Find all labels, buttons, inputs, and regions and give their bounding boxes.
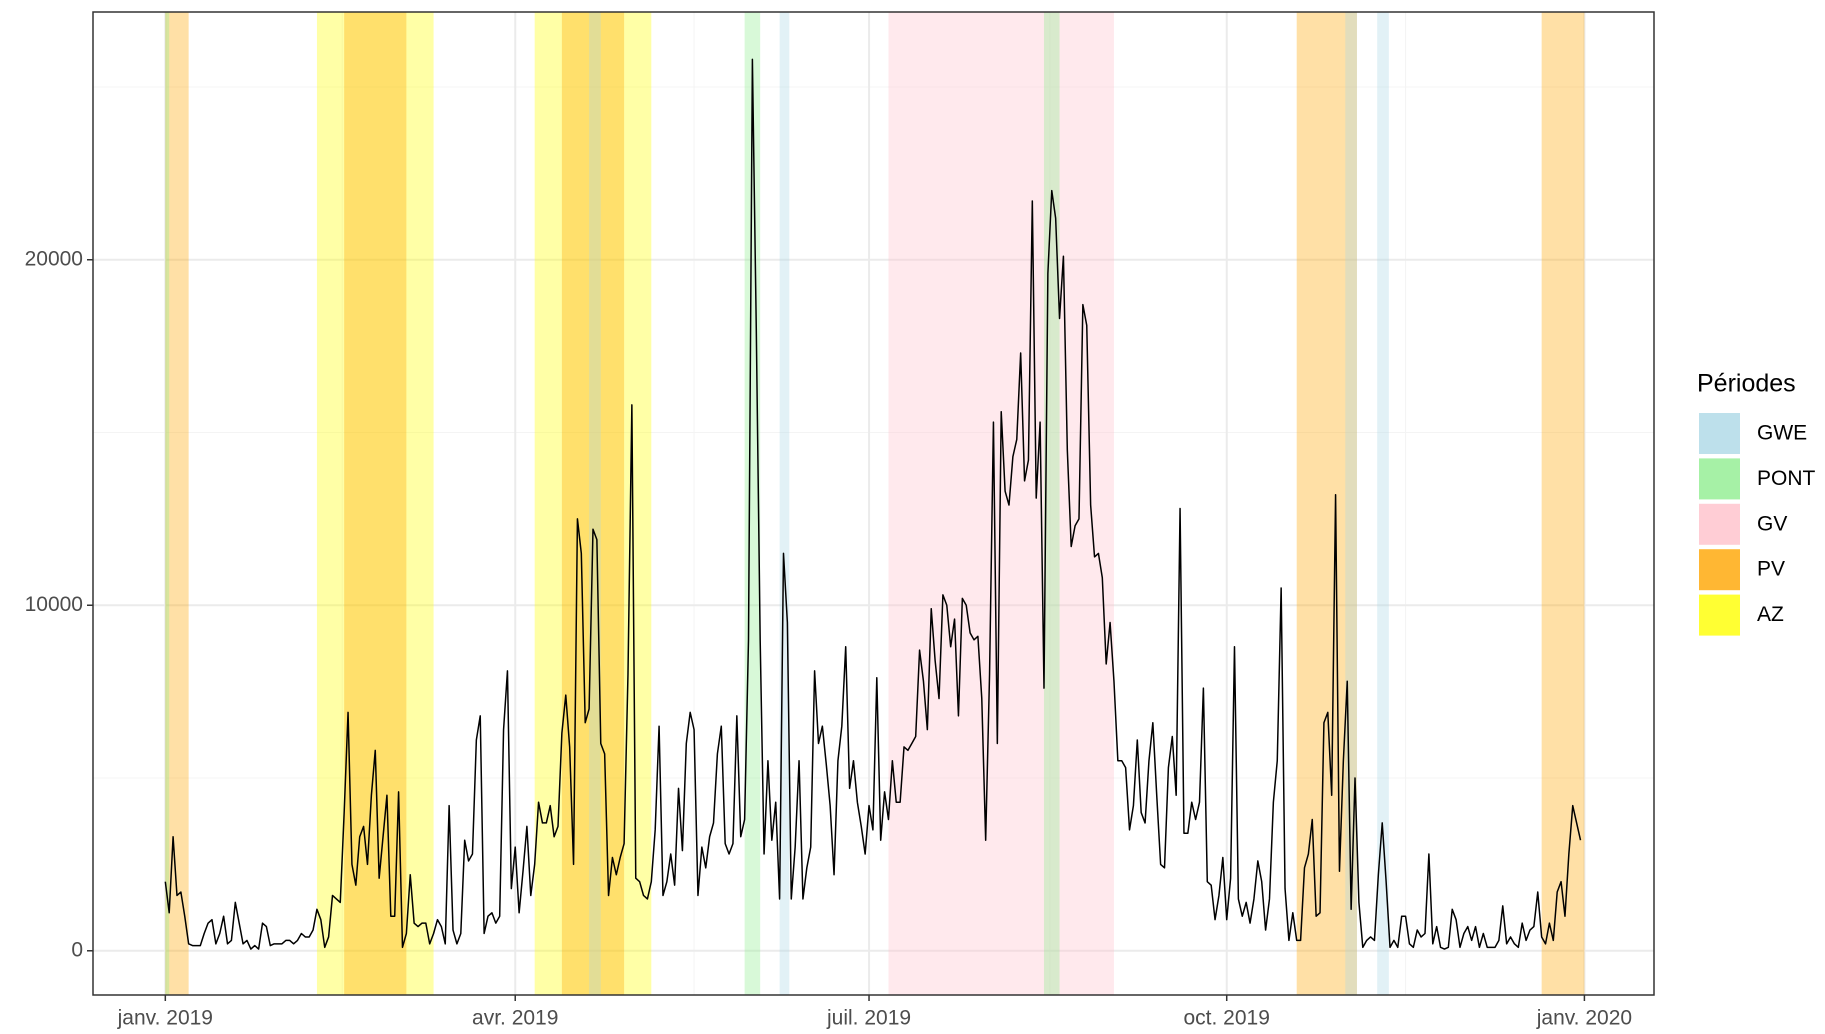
y-tick-label: 0 — [71, 938, 83, 961]
period-band — [316, 12, 434, 995]
period-band — [779, 12, 790, 995]
period-band — [744, 12, 761, 995]
x-tick-label: oct. 2019 — [1184, 1007, 1270, 1030]
period-band — [1377, 12, 1389, 995]
legend-label: GWE — [1757, 422, 1807, 445]
legend-key — [1699, 413, 1740, 454]
period-band — [589, 12, 601, 995]
period-band — [165, 12, 189, 995]
x-tick-label: avr. 2019 — [472, 1007, 558, 1030]
legend-label: GV — [1757, 512, 1787, 535]
period-band — [1345, 12, 1357, 995]
period-band — [344, 12, 407, 995]
legend-key — [1699, 503, 1740, 545]
data-line — [164, 58, 1582, 950]
legend-label: PV — [1757, 558, 1785, 581]
legend-title: Périodes — [1697, 370, 1796, 398]
period-band — [888, 12, 1114, 995]
legend-key — [1699, 458, 1740, 500]
x-tick-label: juil. 2019 — [826, 1007, 911, 1030]
period-band — [1541, 12, 1585, 995]
period-band — [1296, 12, 1357, 995]
legend-label: AZ — [1757, 603, 1784, 626]
x-tick-label: janv. 2019 — [117, 1007, 213, 1030]
plot-background — [93, 12, 1654, 995]
legend-key — [1699, 549, 1740, 591]
y-tick-label: 10000 — [25, 593, 83, 616]
period-band — [165, 12, 170, 995]
x-tick-label: janv. 2020 — [1536, 1007, 1632, 1030]
legend-key — [1699, 594, 1740, 636]
panel-border — [92, 11, 1655, 996]
legend-label: PONT — [1757, 467, 1816, 490]
y-tick-label: 20000 — [25, 247, 83, 270]
